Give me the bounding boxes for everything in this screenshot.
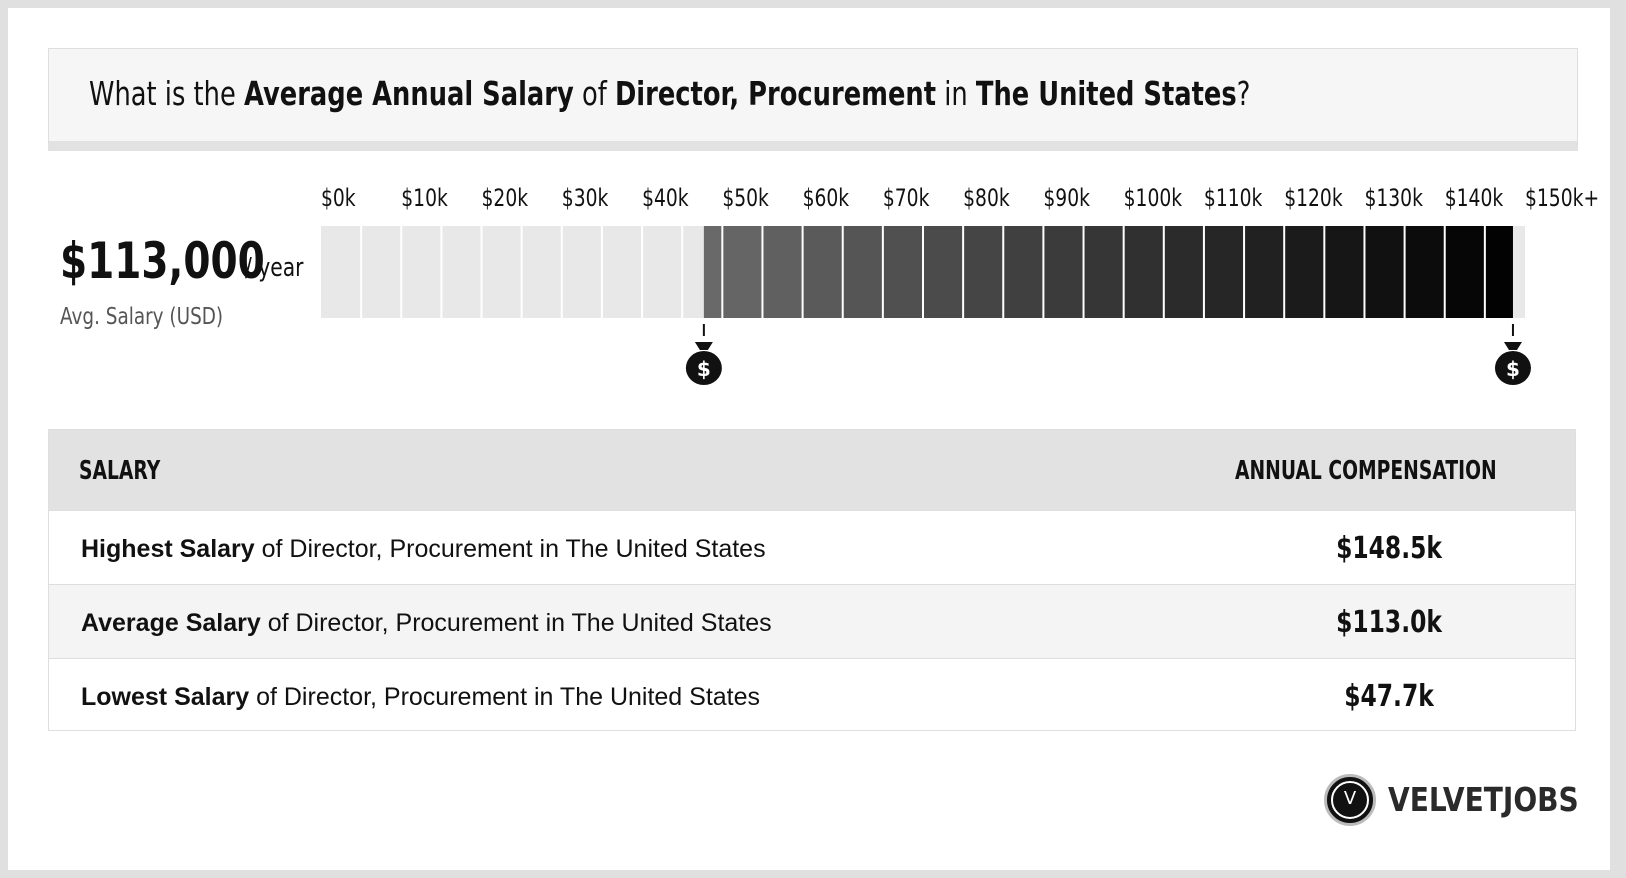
table-row-lowest: Lowest Salary of Director, Procurement i… [49, 658, 1575, 732]
tick-label: $110k [1204, 185, 1263, 213]
scale-cell [642, 226, 683, 318]
money-bag-icon: $ [685, 324, 722, 385]
tick-label: $130k [1364, 185, 1423, 213]
velvetjobs-logo-icon: V [1324, 774, 1376, 826]
range-bar-segment [1404, 226, 1445, 318]
title-location: The United States [975, 74, 1237, 113]
range-bar-segment [1444, 226, 1485, 318]
table-row-average: Average Salary of Director, Procurement … [49, 584, 1575, 658]
title-in: in [936, 74, 976, 113]
page-title: What is the Average Annual Salary of Dir… [89, 74, 1250, 113]
velvetjobs-logo-text: VELVETJOBS [1388, 780, 1579, 819]
range-bar-segment [802, 226, 843, 318]
tick-label: $100k [1124, 185, 1183, 213]
logo-mark: V [1343, 788, 1357, 809]
range-bar-segment [703, 226, 723, 318]
row-label-rest: of Director, Procurement in The United S… [254, 535, 766, 563]
range-bar-segment [1484, 226, 1513, 318]
average-salary-amount: $113,000 [60, 232, 265, 290]
svg-text:$: $ [697, 357, 711, 381]
row-label-bold: Highest Salary [81, 535, 255, 563]
tick-label: $40k [642, 185, 689, 213]
scale-cell [561, 226, 602, 318]
range-bar-segment [1364, 226, 1405, 318]
money-bag-icon: $ [1494, 324, 1531, 385]
tick-label: $150k+ [1525, 185, 1599, 213]
row-value: $113.0k [1336, 605, 1442, 640]
row-label-bold: Average Salary [81, 609, 261, 637]
salary-range-chart: $0k $10k $20k $30k $40k $50k $60k $70k $80k $90k $… [321, 185, 1599, 385]
range-bar-segment [1003, 226, 1044, 318]
tick-label: $0k [321, 185, 356, 213]
row-value: $148.5k [1336, 531, 1442, 566]
range-bar-segment [1284, 226, 1325, 318]
row-value: $47.7k [1344, 679, 1434, 714]
row-label-rest: of Director, Procurement in The United S… [260, 609, 772, 637]
row-label: Highest Salary of Director, Procurement … [81, 535, 766, 564]
range-bar-segment [923, 226, 964, 318]
title-of: of [573, 74, 615, 113]
scale-cell [521, 226, 562, 318]
row-label: Lowest Salary of Director, Procurement i… [81, 683, 760, 712]
title-suffix: ? [1236, 74, 1251, 113]
header-annual-compensation: ANNUAL COMPENSATION [1235, 456, 1497, 486]
title-job: Director, Procurement [614, 74, 937, 113]
tick-label: $90k [1043, 185, 1090, 213]
range-bar-segment [842, 226, 883, 318]
average-salary-label: Avg. Salary (USD) [60, 304, 224, 330]
range-bar-segment [1163, 226, 1204, 318]
row-label-bold: Lowest Salary [81, 683, 250, 711]
title-metric: Average Annual Salary [243, 74, 574, 113]
row-label: Average Salary of Director, Procurement … [81, 609, 772, 638]
table-row-highest: Highest Salary of Director, Procurement … [49, 510, 1575, 584]
scale-cell [321, 226, 362, 318]
tick-label: $10k [401, 185, 448, 213]
range-bar-segment [1043, 226, 1084, 318]
scale-cell [481, 226, 522, 318]
page-header: What is the Average Annual Salary of Dir… [48, 48, 1578, 151]
tick-label: $70k [883, 185, 930, 213]
scale-cell [401, 226, 442, 318]
tick-label: $60k [803, 185, 850, 213]
title-prefix: What is the [89, 74, 244, 113]
salary-card: What is the Average Annual Salary of Dir… [8, 8, 1610, 870]
tick-label: $50k [722, 185, 769, 213]
scale-cell [441, 226, 482, 318]
tick-label: $120k [1284, 185, 1343, 213]
range-bar-segment [1123, 226, 1164, 318]
row-label-rest: of Director, Procurement in The United S… [249, 683, 761, 711]
tick-label: $20k [482, 185, 529, 213]
scale-cell [361, 226, 402, 318]
tick-label: $140k [1445, 185, 1504, 213]
range-bar-segment [1324, 226, 1365, 318]
salary-table: SALARY ANNUAL COMPENSATION Highest Salar… [48, 429, 1576, 731]
range-bar-segment [1244, 226, 1285, 318]
table-header: SALARY ANNUAL COMPENSATION [49, 430, 1575, 510]
range-bar-segment [762, 226, 803, 318]
tick-label: $30k [562, 185, 609, 213]
range-bar-segment [1083, 226, 1124, 318]
tick-label: $80k [963, 185, 1010, 213]
header-salary: SALARY [79, 456, 161, 486]
average-salary-period: / year [245, 253, 304, 283]
range-bar-segment [722, 226, 763, 318]
range-bar-segment [963, 226, 1004, 318]
svg-text:$: $ [1506, 357, 1520, 381]
range-bar-segment [882, 226, 923, 318]
scale-cell [601, 226, 643, 318]
range-bar-segment [1203, 226, 1245, 318]
